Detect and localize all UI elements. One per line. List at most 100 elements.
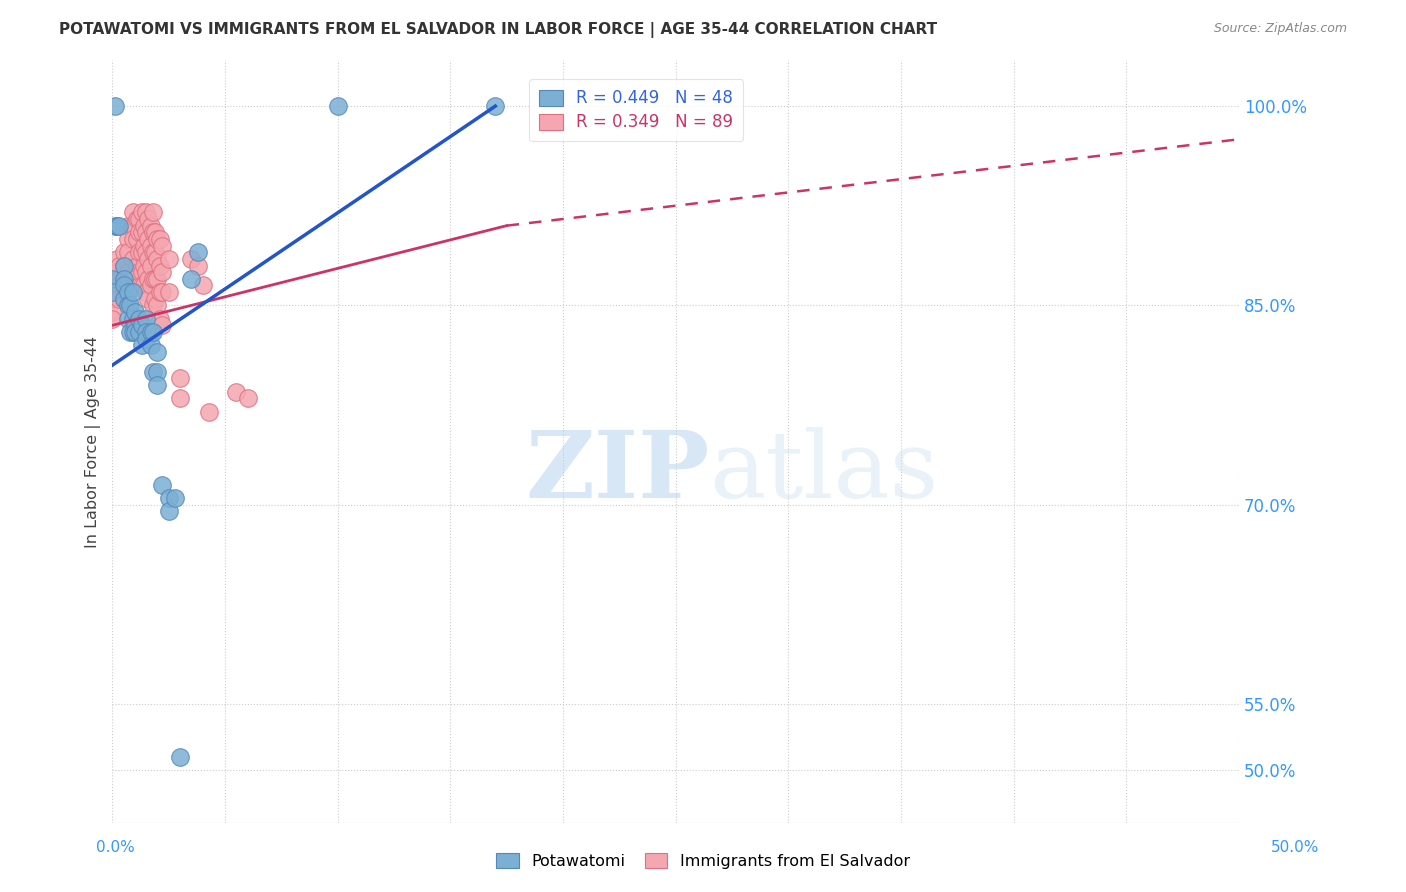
Point — [131, 205, 153, 219]
Point — [138, 292, 160, 306]
Point — [132, 259, 155, 273]
Text: 0.0%: 0.0% — [96, 840, 135, 855]
Point — [157, 504, 180, 518]
Point — [121, 325, 143, 339]
Point — [105, 265, 128, 279]
Point — [139, 259, 162, 273]
Point — [157, 252, 180, 266]
Point — [117, 219, 139, 233]
Point — [149, 232, 172, 246]
Point — [146, 378, 169, 392]
Point — [104, 99, 127, 113]
Point — [142, 205, 165, 219]
Point — [127, 212, 149, 227]
Point — [146, 272, 169, 286]
Point — [146, 344, 169, 359]
Point — [157, 491, 180, 505]
Point — [108, 259, 131, 273]
Point — [131, 338, 153, 352]
Point — [150, 318, 173, 333]
Point — [132, 238, 155, 252]
Point — [117, 311, 139, 326]
Point — [131, 245, 153, 260]
Point — [112, 259, 135, 273]
Point — [120, 325, 142, 339]
Point — [135, 265, 157, 279]
Point — [146, 232, 169, 246]
Point — [180, 252, 202, 266]
Point — [150, 477, 173, 491]
Text: Source: ZipAtlas.com: Source: ZipAtlas.com — [1213, 22, 1347, 36]
Point — [149, 311, 172, 326]
Point — [112, 292, 135, 306]
Point — [142, 245, 165, 260]
Point — [128, 325, 150, 339]
Point — [150, 285, 173, 299]
Point — [146, 252, 169, 266]
Point — [112, 245, 135, 260]
Point — [191, 278, 214, 293]
Point — [187, 259, 209, 273]
Point — [135, 332, 157, 346]
Point — [225, 384, 247, 399]
Point — [128, 311, 150, 326]
Point — [149, 259, 172, 273]
Point — [142, 325, 165, 339]
Point — [128, 245, 150, 260]
Point — [165, 491, 187, 505]
Point — [150, 265, 173, 279]
Point — [484, 99, 506, 113]
Point — [131, 318, 153, 333]
Point — [108, 272, 131, 286]
Point — [124, 325, 146, 339]
Point — [128, 265, 150, 279]
Point — [143, 225, 166, 239]
Point — [169, 750, 191, 764]
Point — [138, 272, 160, 286]
Point — [143, 292, 166, 306]
Point — [124, 305, 146, 319]
Point — [135, 225, 157, 239]
Point — [169, 371, 191, 385]
Point — [143, 245, 166, 260]
Point — [138, 252, 160, 266]
Legend: Potawatomi, Immigrants from El Salvador: Potawatomi, Immigrants from El Salvador — [489, 847, 917, 875]
Point — [326, 99, 349, 113]
Point — [101, 272, 124, 286]
Text: ZIP: ZIP — [524, 427, 710, 517]
Point — [101, 278, 124, 293]
Point — [121, 205, 143, 219]
Point — [135, 311, 157, 326]
Text: atlas: atlas — [710, 427, 939, 517]
Point — [108, 278, 131, 293]
Point — [105, 252, 128, 266]
Point — [139, 278, 162, 293]
Point — [132, 278, 155, 293]
Point — [135, 205, 157, 219]
Point — [112, 259, 135, 273]
Point — [127, 259, 149, 273]
Point — [112, 272, 135, 286]
Point — [128, 225, 150, 239]
Point — [131, 278, 153, 293]
Point — [121, 252, 143, 266]
Point — [138, 232, 160, 246]
Point — [139, 325, 162, 339]
Point — [132, 219, 155, 233]
Point — [127, 232, 149, 246]
Point — [146, 298, 169, 312]
Point — [117, 245, 139, 260]
Point — [139, 338, 162, 352]
Point — [117, 298, 139, 312]
Point — [157, 285, 180, 299]
Point — [138, 212, 160, 227]
Point — [101, 311, 124, 326]
Point — [128, 212, 150, 227]
Point — [135, 245, 157, 260]
Point — [139, 219, 162, 233]
Point — [121, 285, 143, 299]
Point — [117, 265, 139, 279]
Point — [131, 265, 153, 279]
Point — [105, 219, 128, 233]
Text: POTAWATOMI VS IMMIGRANTS FROM EL SALVADOR IN LABOR FORCE | AGE 35-44 CORRELATION: POTAWATOMI VS IMMIGRANTS FROM EL SALVADO… — [59, 22, 938, 38]
